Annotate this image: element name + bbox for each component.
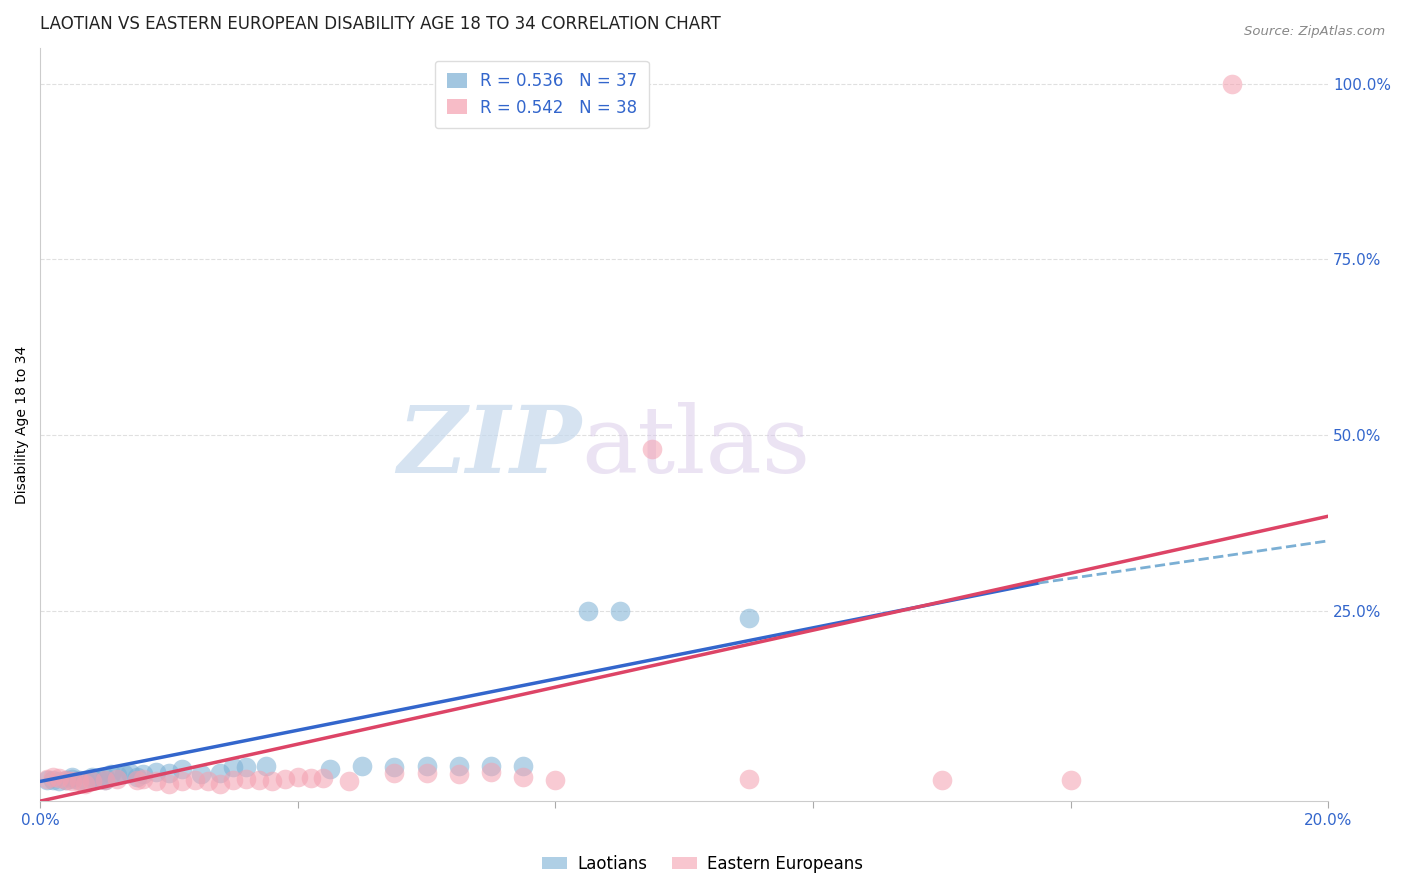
Point <box>447 767 470 781</box>
Point <box>67 772 90 787</box>
Point <box>235 760 257 774</box>
Point <box>35 772 58 786</box>
Point <box>35 772 58 787</box>
Point <box>93 770 115 784</box>
Point <box>100 767 122 781</box>
Point <box>641 442 664 457</box>
Point <box>415 759 437 773</box>
Y-axis label: Disability Age 18 to 34: Disability Age 18 to 34 <box>15 346 30 504</box>
Point <box>479 764 502 779</box>
Point <box>145 764 167 779</box>
Point <box>512 770 534 784</box>
Point <box>132 767 155 781</box>
Point <box>105 768 128 782</box>
Point <box>287 770 309 784</box>
Point <box>80 770 103 784</box>
Point <box>337 774 360 789</box>
Point <box>42 772 65 787</box>
Point <box>447 759 470 773</box>
Point <box>157 766 180 780</box>
Point <box>737 772 759 786</box>
Point <box>60 770 83 784</box>
Point <box>274 772 297 786</box>
Point <box>1059 772 1081 787</box>
Point <box>479 759 502 773</box>
Point <box>112 767 135 781</box>
Point <box>105 772 128 786</box>
Point <box>48 771 70 785</box>
Text: ZIP: ZIP <box>396 402 581 492</box>
Point <box>235 772 257 786</box>
Point <box>931 772 953 787</box>
Point <box>55 772 77 787</box>
Point <box>125 770 148 784</box>
Point <box>60 772 83 786</box>
Point <box>576 604 599 618</box>
Point <box>544 772 567 787</box>
Point <box>80 772 103 786</box>
Point <box>67 774 90 789</box>
Point <box>512 759 534 773</box>
Point <box>60 774 83 789</box>
Point <box>93 772 115 787</box>
Point <box>1220 77 1243 91</box>
Point <box>299 771 322 785</box>
Point <box>382 766 405 780</box>
Legend: R = 0.536   N = 37, R = 0.542   N = 38: R = 0.536 N = 37, R = 0.542 N = 38 <box>434 61 648 128</box>
Text: Source: ZipAtlas.com: Source: ZipAtlas.com <box>1244 25 1385 38</box>
Point <box>145 774 167 789</box>
Point <box>209 776 232 790</box>
Point <box>48 774 70 789</box>
Point <box>247 772 270 787</box>
Text: LAOTIAN VS EASTERN EUROPEAN DISABILITY AGE 18 TO 34 CORRELATION CHART: LAOTIAN VS EASTERN EUROPEAN DISABILITY A… <box>41 15 721 33</box>
Point <box>125 772 148 787</box>
Point <box>209 766 232 780</box>
Point <box>55 772 77 787</box>
Point <box>183 772 205 787</box>
Point <box>319 763 342 777</box>
Point <box>222 772 245 787</box>
Point <box>80 774 103 789</box>
Point <box>42 770 65 784</box>
Point <box>157 776 180 790</box>
Text: atlas: atlas <box>581 402 810 492</box>
Point <box>737 611 759 625</box>
Point <box>197 774 219 789</box>
Point <box>382 760 405 774</box>
Point <box>132 772 155 786</box>
Point <box>352 759 374 773</box>
Point <box>75 772 97 787</box>
Point <box>254 759 277 773</box>
Legend: Laotians, Eastern Europeans: Laotians, Eastern Europeans <box>536 848 870 880</box>
Point <box>75 776 97 790</box>
Point <box>190 767 212 781</box>
Point <box>222 760 245 774</box>
Point <box>87 771 110 785</box>
Point <box>312 771 335 785</box>
Point <box>120 766 142 780</box>
Point <box>609 604 631 618</box>
Point <box>260 774 283 789</box>
Point <box>170 774 193 789</box>
Point <box>170 763 193 777</box>
Point <box>93 772 115 787</box>
Point <box>415 766 437 780</box>
